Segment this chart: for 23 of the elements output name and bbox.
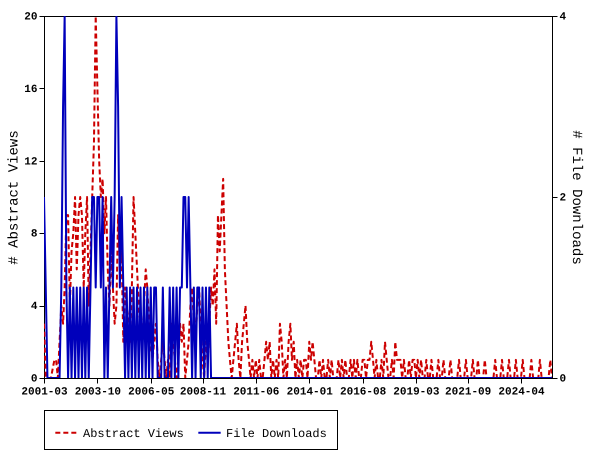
legend-label: File Downloads [226, 426, 327, 441]
x-tick-label: 2024-04 [498, 386, 545, 398]
y2-tick-label: 4 [560, 12, 566, 24]
x-tick-label: 2014-01 [286, 386, 334, 398]
y2-axis-title: # File Downloads [568, 130, 584, 265]
x-tick-label: 2011-06 [233, 386, 280, 398]
y-tick-label: 4 [30, 301, 38, 314]
x-tick-label: 2021-09 [445, 386, 492, 398]
y-axis-title: # Abstract Views [6, 130, 22, 265]
y-tick-label: 12 [24, 156, 38, 168]
x-tick-label: 2006-05 [128, 386, 175, 398]
y-tick-label: 8 [30, 228, 38, 241]
y-tick-label: 0 [30, 374, 38, 386]
legend-label: Abstract Views [83, 426, 184, 441]
x-tick-label: 2008-11 [180, 386, 227, 398]
y2-tick-label: 2 [560, 192, 566, 204]
x-tick-label: 2003-10 [74, 386, 122, 398]
y-tick-label: 20 [24, 12, 38, 24]
x-tick-label: 2001-03 [21, 386, 68, 398]
x-tick-label: 2016-08 [340, 386, 387, 398]
x-tick-label: 2019-03 [393, 386, 440, 398]
y-tick-label: 16 [24, 84, 38, 96]
y2-tick-label: 0 [560, 374, 566, 386]
